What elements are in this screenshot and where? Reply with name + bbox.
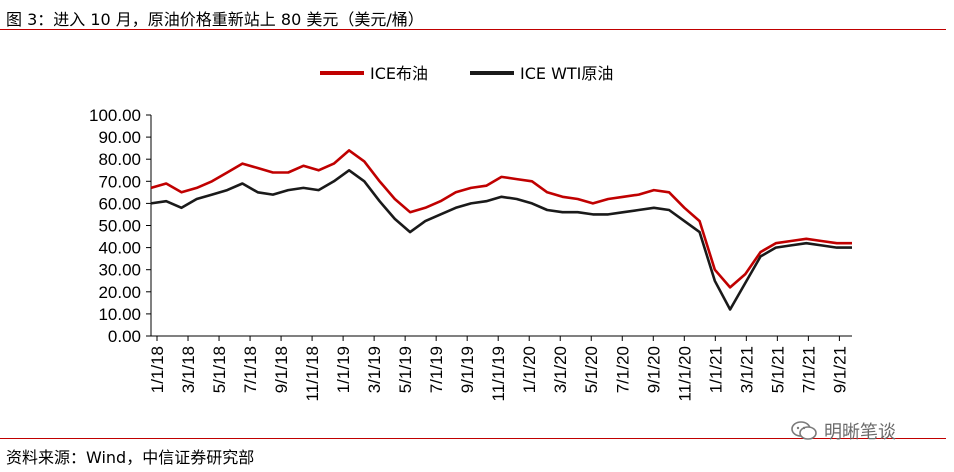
y-tick-label: 0.00 [108,327,141,346]
x-tick-label: 1/1/20 [520,346,539,393]
x-tick-label: 9/1/18 [272,346,291,393]
figure-title: 图 3：进入 10 月，原油价格重新站上 80 美元（美元/桶） [6,10,424,29]
x-tick-label: 1/1/19 [334,346,353,393]
x-tick-label: 7/1/18 [241,346,260,393]
x-tick-label: 3/1/20 [551,346,570,393]
wechat-icon [791,421,817,440]
y-tick-label: 30.00 [98,261,141,280]
x-tick-label: 3/1/19 [365,346,384,393]
x-tick-label: 5/1/20 [582,346,601,393]
x-tick-label: 7/1/19 [427,346,446,393]
y-tick-label: 20.00 [98,283,141,302]
x-tick-label: 7/1/21 [799,346,818,393]
x-tick-label: 1/1/18 [148,346,167,393]
y-tick-label: 100.00 [89,106,141,125]
y-tick-label: 60.00 [98,194,141,213]
x-tick-label: 7/1/20 [613,346,632,393]
y-tick-label: 50.00 [98,217,141,236]
legend-label: ICE布油 [370,64,428,83]
watermark-text: 明晰笔谈 [824,422,896,443]
legend: ICE布油 ICE WTI原油 [320,64,613,83]
plot-area [150,149,852,311]
x-tick-label: 11/1/19 [489,346,508,401]
y-axis: 100.00 90.00 80.00 70.00 60.00 50.00 40.00 30.0… [89,106,152,346]
x-tick-label: 3/1/21 [737,346,756,393]
y-tick-label: 70.00 [98,172,141,191]
series-line-wti [150,169,852,311]
y-tick-label: 40.00 [98,239,141,258]
y-tick-label: 90.00 [98,128,141,147]
watermark: 明晰笔谈 [790,418,896,444]
y-tick-label: 80.00 [98,150,141,169]
x-tick-label: 1/1/21 [706,346,725,393]
x-tick-label: 3/1/18 [179,346,198,393]
series-line-brent [150,149,852,289]
x-tick-label: 9/1/21 [830,346,849,393]
bottom-divider [0,438,946,439]
x-tick-label: 11/1/18 [303,346,322,401]
x-axis: 1/1/18 3/1/18 5/1/18 7/1/18 9/1/18 11/1/18 1/1… [148,335,852,401]
x-tick-label: 11/1/20 [675,346,694,401]
x-tick-label: 5/1/19 [396,346,415,393]
legend-label: ICE WTI原油 [520,64,613,83]
y-tick-label: 10.00 [98,305,141,324]
x-tick-label: 5/1/18 [210,346,229,393]
x-tick-label: 9/1/19 [458,346,477,393]
source-note: 资料来源：Wind，中信证券研究部 [6,448,255,467]
top-divider [0,29,946,30]
x-tick-label: 5/1/21 [768,346,787,393]
x-tick-label: 9/1/20 [644,346,663,393]
